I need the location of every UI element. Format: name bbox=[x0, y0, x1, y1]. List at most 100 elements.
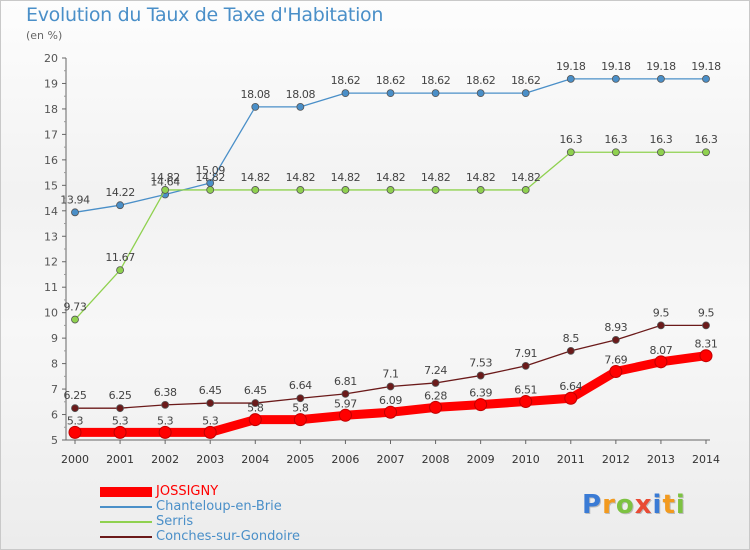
x-tick-label: 2001 bbox=[106, 453, 134, 466]
data-label: 9.5 bbox=[698, 306, 715, 319]
data-point bbox=[386, 186, 395, 194]
x-tick-label: 2002 bbox=[151, 453, 179, 466]
data-label: 11.67 bbox=[105, 251, 135, 264]
y-tick-label: 19 bbox=[44, 77, 58, 90]
data-label: 14.22 bbox=[105, 186, 135, 199]
data-point bbox=[566, 74, 575, 83]
data-point bbox=[293, 413, 307, 427]
y-tick-label: 13 bbox=[44, 230, 58, 243]
data-label: 6.39 bbox=[469, 387, 492, 400]
data-label: 6.81 bbox=[334, 375, 357, 388]
proxiti-logo: Proxiti bbox=[582, 490, 686, 520]
y-tick-label: 17 bbox=[44, 128, 58, 141]
data-point bbox=[338, 408, 352, 422]
data-label: 16.3 bbox=[559, 133, 582, 146]
logo-letter: i bbox=[652, 490, 663, 520]
data-point bbox=[251, 399, 260, 407]
data-label: 6.25 bbox=[109, 389, 132, 402]
data-label: 6.25 bbox=[64, 389, 87, 402]
data-point bbox=[116, 201, 124, 210]
data-point bbox=[521, 186, 530, 194]
data-label: 14.82 bbox=[376, 171, 406, 184]
x-tick-label: 2007 bbox=[377, 453, 405, 466]
x-tick-label: 2013 bbox=[647, 453, 675, 466]
data-point bbox=[384, 405, 397, 419]
legend-swatch bbox=[100, 486, 152, 497]
legend-swatch bbox=[100, 535, 152, 538]
legend-item-serris: Serris bbox=[100, 514, 300, 529]
data-point bbox=[68, 425, 82, 439]
data-label: 5.3 bbox=[67, 414, 84, 427]
y-tick-label: 11 bbox=[44, 281, 58, 294]
data-label: 19.18 bbox=[646, 60, 676, 73]
data-point bbox=[296, 394, 305, 403]
data-label: 5.3 bbox=[202, 414, 219, 427]
data-label: 9.73 bbox=[64, 301, 87, 314]
data-label: 9.5 bbox=[653, 306, 670, 319]
y-tick-label: 18 bbox=[44, 103, 58, 116]
data-label: 8.93 bbox=[604, 321, 627, 334]
data-point bbox=[476, 89, 485, 98]
data-point bbox=[702, 321, 710, 330]
y-tick-label: 10 bbox=[44, 307, 58, 320]
data-point bbox=[657, 148, 665, 157]
data-label: 14.82 bbox=[331, 171, 361, 184]
data-label: 6.45 bbox=[199, 384, 222, 397]
data-point bbox=[521, 89, 530, 98]
data-point bbox=[203, 425, 217, 439]
x-tick-label: 2005 bbox=[286, 453, 314, 466]
data-label: 18.62 bbox=[376, 74, 406, 87]
x-tick-label: 2003 bbox=[196, 453, 224, 466]
x-tick-label: 2014 bbox=[692, 453, 720, 466]
data-point bbox=[564, 391, 578, 405]
logo-letter: P bbox=[582, 490, 603, 520]
logo-letter: o bbox=[615, 490, 635, 520]
legend-item-jossigny: JOSSIGNY bbox=[100, 484, 300, 499]
data-label: 15.09 bbox=[195, 164, 225, 177]
data-point bbox=[431, 186, 440, 194]
data-label: 16.3 bbox=[649, 133, 672, 146]
data-point bbox=[657, 321, 665, 330]
data-point bbox=[521, 361, 530, 370]
data-label: 18.62 bbox=[511, 74, 541, 87]
data-label: 14.82 bbox=[286, 171, 316, 184]
data-point bbox=[251, 186, 260, 194]
legend-label: Serris bbox=[156, 514, 194, 529]
data-label: 6.51 bbox=[514, 384, 537, 397]
legend-item-conches-sur-gondoire: Conches-sur-Gondoire bbox=[100, 529, 300, 544]
data-point bbox=[429, 400, 443, 414]
data-point bbox=[566, 346, 575, 355]
data-label: 5.97 bbox=[334, 397, 357, 410]
data-point bbox=[611, 74, 620, 83]
legend-swatch bbox=[100, 520, 152, 523]
x-tick-label: 2011 bbox=[557, 453, 585, 466]
data-point bbox=[609, 364, 623, 378]
data-point bbox=[341, 390, 350, 398]
data-point bbox=[519, 395, 533, 409]
data-label: 14.82 bbox=[466, 171, 496, 184]
data-label: 8.31 bbox=[695, 338, 718, 351]
data-label: 7.91 bbox=[514, 347, 537, 360]
data-point bbox=[476, 371, 485, 380]
data-label: 7.1 bbox=[382, 368, 398, 381]
data-point bbox=[654, 355, 668, 369]
data-label: 6.64 bbox=[559, 380, 582, 393]
data-label: 5.8 bbox=[292, 402, 309, 415]
data-point bbox=[206, 186, 215, 194]
data-point bbox=[206, 399, 215, 407]
data-point bbox=[386, 89, 395, 98]
logo-letter: r bbox=[602, 490, 616, 520]
legend-swatch bbox=[100, 505, 152, 508]
data-label: 5.3 bbox=[157, 414, 174, 427]
x-tick-label: 2006 bbox=[331, 453, 359, 466]
data-label: 19.18 bbox=[556, 60, 586, 73]
data-point bbox=[296, 186, 305, 194]
data-label: 7.69 bbox=[604, 353, 627, 366]
logo-letter: t bbox=[662, 490, 676, 520]
data-label: 14.82 bbox=[511, 171, 541, 184]
y-tick-label: 16 bbox=[44, 154, 58, 167]
data-point bbox=[113, 425, 127, 439]
data-label: 7.24 bbox=[424, 364, 447, 377]
data-point bbox=[702, 148, 710, 157]
legend-label: Chanteloup-en-Brie bbox=[156, 499, 282, 514]
